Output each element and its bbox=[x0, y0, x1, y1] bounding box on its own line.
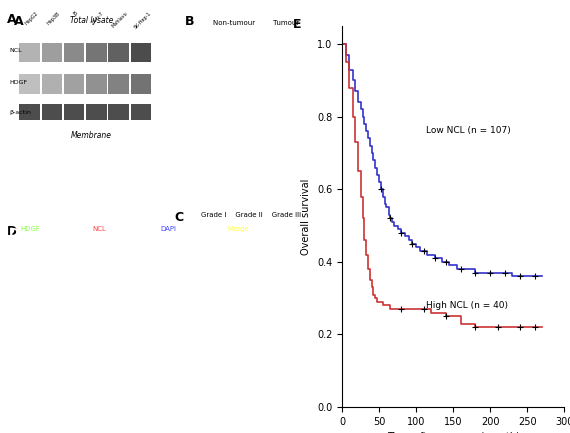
Text: Low NCL (n = 107): Low NCL (n = 107) bbox=[426, 126, 511, 135]
Text: NCL: NCL bbox=[9, 48, 22, 53]
Text: Non-tumour        Tumour: Non-tumour Tumour bbox=[213, 19, 300, 26]
Text: Huh-7: Huh-7 bbox=[91, 11, 105, 25]
Text: β-actin: β-actin bbox=[9, 110, 31, 115]
Text: Total lysate: Total lysate bbox=[70, 16, 113, 25]
Bar bbox=[19, 104, 40, 120]
Bar bbox=[19, 74, 40, 94]
Text: Membrane: Membrane bbox=[71, 131, 112, 140]
Text: Merge: Merge bbox=[227, 226, 249, 232]
Text: Hep3B: Hep3B bbox=[46, 11, 61, 26]
Text: B: B bbox=[185, 15, 195, 28]
Text: HDGF: HDGF bbox=[21, 226, 40, 232]
Text: J5: J5 bbox=[72, 11, 79, 17]
X-axis label: Time after surgery (month): Time after surgery (month) bbox=[386, 432, 520, 433]
Bar bbox=[108, 104, 129, 120]
Bar bbox=[131, 74, 151, 94]
Text: E: E bbox=[293, 18, 302, 31]
Text: Late
stage: Late stage bbox=[9, 360, 28, 373]
Bar bbox=[108, 42, 129, 62]
Text: A: A bbox=[14, 15, 24, 28]
Bar bbox=[108, 74, 129, 94]
Bar bbox=[86, 74, 107, 94]
Text: A: A bbox=[7, 13, 16, 26]
Text: HepG2: HepG2 bbox=[24, 11, 39, 26]
Text: NCL: NCL bbox=[93, 226, 107, 232]
Bar bbox=[86, 42, 107, 62]
Bar bbox=[86, 104, 107, 120]
Text: SK-Hep-1: SK-Hep-1 bbox=[133, 11, 152, 30]
Bar bbox=[64, 42, 84, 62]
Text: Grade I    Grade II    Grade III: Grade I Grade II Grade III bbox=[201, 212, 301, 218]
Bar bbox=[131, 104, 151, 120]
Bar bbox=[42, 42, 62, 62]
Bar bbox=[42, 74, 62, 94]
Bar bbox=[42, 104, 62, 120]
Bar bbox=[19, 42, 40, 62]
Text: High NCL (n = 40): High NCL (n = 40) bbox=[426, 301, 508, 310]
Text: D: D bbox=[9, 227, 19, 240]
Text: DAPI: DAPI bbox=[161, 226, 177, 232]
Text: Early
stage: Early stage bbox=[9, 277, 28, 290]
Bar bbox=[64, 104, 84, 120]
Text: C: C bbox=[174, 211, 184, 224]
Text: D: D bbox=[7, 225, 17, 238]
Text: HDGF: HDGF bbox=[9, 80, 27, 85]
Bar bbox=[64, 74, 84, 94]
Text: Mahlavu: Mahlavu bbox=[111, 11, 129, 29]
Y-axis label: Overall survival: Overall survival bbox=[302, 178, 311, 255]
Bar bbox=[131, 42, 151, 62]
